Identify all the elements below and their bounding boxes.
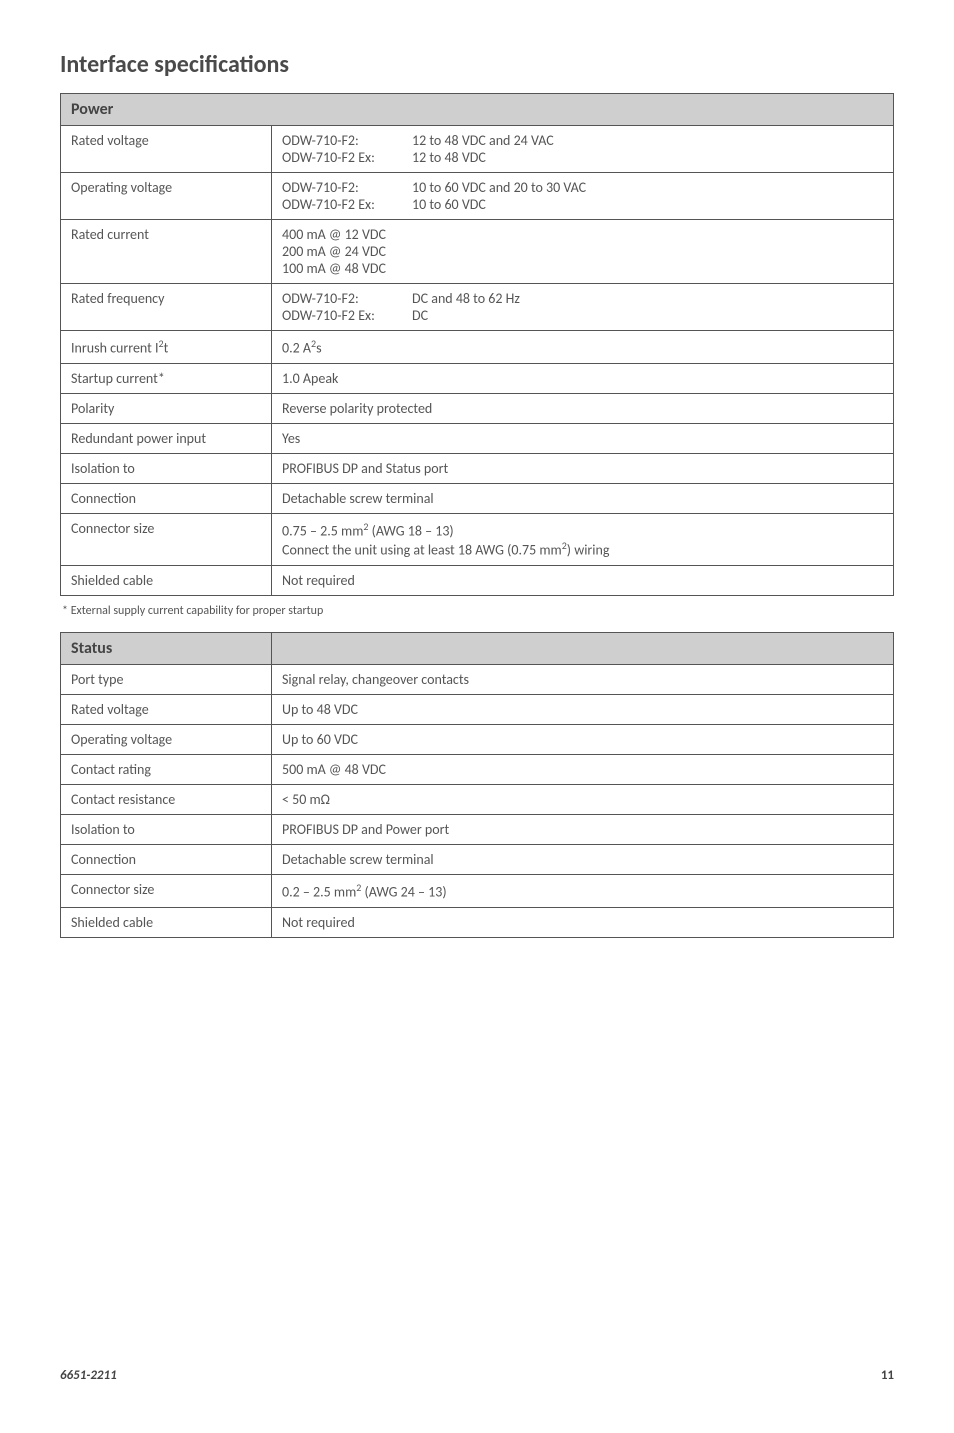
footnote: * External supply current capability for…: [62, 604, 894, 618]
table-row-value: 0.2 A2s: [272, 331, 894, 364]
page-heading: Interface specifications: [60, 50, 894, 79]
table-row-label: Connector size: [61, 874, 272, 907]
table-row-label: Operating voltage: [61, 724, 272, 754]
status-table: Status Port typeSignal relay, changeover…: [60, 632, 894, 938]
table-row-value: Not required: [272, 565, 894, 595]
status-header-empty: [272, 632, 894, 664]
table-row-label: Polarity: [61, 393, 272, 423]
table-row-value: 500 mA @ 48 VDC: [272, 754, 894, 784]
table-row-value: 1.0 Apeak: [272, 363, 894, 393]
table-row-label: Operating voltage: [61, 173, 272, 220]
table-row-label: Contact rating: [61, 754, 272, 784]
table-row-label: Redundant power input: [61, 423, 272, 453]
table-row-value: ODW-710-F2:12 to 48 VDC and 24 VACODW-71…: [272, 126, 894, 173]
table-row-label: Isolation to: [61, 453, 272, 483]
table-row-value: Detachable screw terminal: [272, 483, 894, 513]
page-footer: 6651-2211 11: [60, 1368, 894, 1383]
table-row-value: Detachable screw terminal: [272, 844, 894, 874]
table-row-value: Up to 48 VDC: [272, 694, 894, 724]
table-row-value: PROFIBUS DP and Status port: [272, 453, 894, 483]
table-row-label: Connection: [61, 844, 272, 874]
table-row-value: PROFIBUS DP and Power port: [272, 814, 894, 844]
table-row-label: Port type: [61, 664, 272, 694]
status-header: Status: [61, 632, 272, 664]
table-row-label: Connector size: [61, 513, 272, 565]
table-row-label: Rated voltage: [61, 126, 272, 173]
power-table: Power Rated voltageODW-710-F2:12 to 48 V…: [60, 93, 894, 596]
table-row-value: 400 mA @ 12 VDC200 mA @ 24 VDC100 mA @ 4…: [272, 220, 894, 284]
table-row-value: 0.75 – 2.5 mm2 (AWG 18 – 13)Connect the …: [272, 513, 894, 565]
table-row-label: Rated frequency: [61, 284, 272, 331]
footer-page-number: 11: [881, 1368, 894, 1383]
table-row-label: Shielded cable: [61, 907, 272, 937]
table-row-value: < 50 mΩ: [272, 784, 894, 814]
table-row-label: Isolation to: [61, 814, 272, 844]
table-row-value: 0.2 – 2.5 mm2 (AWG 24 – 13): [272, 874, 894, 907]
table-row-label: Rated voltage: [61, 694, 272, 724]
table-row-value: Reverse polarity protected: [272, 393, 894, 423]
table-row-label: Shielded cable: [61, 565, 272, 595]
table-row-value: Yes: [272, 423, 894, 453]
table-row-value: Not required: [272, 907, 894, 937]
table-row-value: ODW-710-F2:DC and 48 to 62 HzODW-710-F2 …: [272, 284, 894, 331]
table-row-label: Startup current*: [61, 363, 272, 393]
footer-doc-id: 6651-2211: [60, 1368, 117, 1383]
table-row-value: Up to 60 VDC: [272, 724, 894, 754]
table-row-value: ODW-710-F2:10 to 60 VDC and 20 to 30 VAC…: [272, 173, 894, 220]
table-row-label: Connection: [61, 483, 272, 513]
table-row-label: Inrush current I2t: [61, 331, 272, 364]
table-row-label: Contact resistance: [61, 784, 272, 814]
table-row-value: Signal relay, changeover contacts: [272, 664, 894, 694]
power-header: Power: [61, 94, 894, 126]
table-row-label: Rated current: [61, 220, 272, 284]
